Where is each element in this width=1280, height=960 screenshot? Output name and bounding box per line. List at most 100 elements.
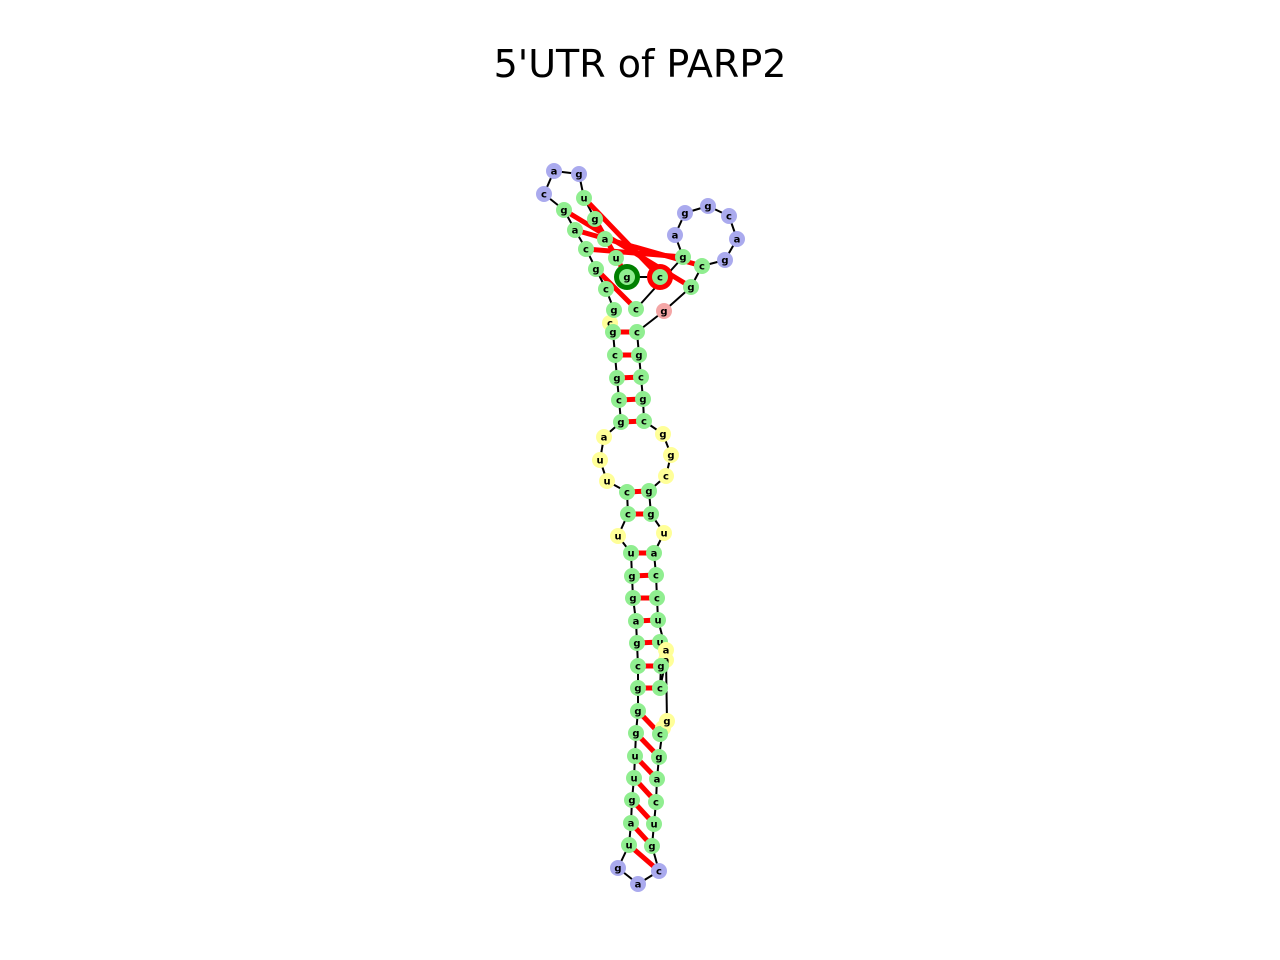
nucleotide-label: a	[602, 235, 609, 246]
nucleotide: a	[658, 642, 674, 658]
nucleotide: c	[630, 658, 646, 674]
nucleotide-label: c	[607, 319, 613, 330]
nucleotide: g	[587, 211, 603, 227]
nucleotide: a	[649, 771, 665, 787]
nucleotide-circle	[636, 413, 652, 429]
nucleotide-circle	[656, 525, 672, 541]
nucleotide-circle	[667, 227, 683, 243]
nucleotide: u	[599, 473, 615, 489]
nucleotide: g	[656, 303, 672, 319]
nucleotide-label: g	[609, 328, 616, 339]
nucleotide-circle	[624, 792, 640, 808]
nucleotide-circle	[694, 258, 710, 274]
nucleotide-circle	[611, 392, 627, 408]
nucleotide-label: g	[659, 430, 666, 441]
nucleotide: c	[629, 324, 645, 340]
nucleotide-label: g	[648, 842, 655, 853]
nucleotide-label: u	[614, 532, 621, 543]
nucleotide: g	[641, 483, 657, 499]
nucleotide: g	[643, 506, 659, 522]
nucleotide-label: c	[726, 212, 732, 223]
nucleotide: g	[635, 391, 651, 407]
nucleotide-label: c	[653, 571, 659, 582]
nucleotide-label: c	[656, 867, 662, 878]
nucleotide-circle	[628, 725, 644, 741]
nucleotide-label: c	[641, 417, 647, 428]
nucleotide-circle	[571, 166, 587, 182]
nucleotide-label: g	[655, 753, 662, 764]
nucleotide: c	[651, 863, 667, 879]
nucleotide-circle	[659, 713, 675, 729]
nucleotide-label: g	[632, 729, 639, 740]
nucleotide: u	[610, 528, 626, 544]
nucleotide-label: g	[635, 351, 642, 362]
nucleotide-circle	[546, 163, 562, 179]
nucleotide-circle	[626, 770, 642, 786]
nucleotide-circle	[623, 545, 639, 561]
nucleotide-label: g	[575, 170, 582, 181]
base-pair-bond	[594, 267, 638, 311]
nucleotide: a	[630, 876, 646, 892]
nucleotide-circle	[625, 590, 641, 606]
nucleotide-circle	[624, 568, 640, 584]
nucleotide-circle	[635, 391, 651, 407]
nucleotide: g	[651, 749, 667, 765]
nucleotide-label: g	[663, 717, 670, 728]
nucleotide: g	[619, 269, 635, 285]
nucleotide-circle	[675, 249, 691, 265]
nucleotide-label: a	[551, 167, 558, 178]
nucleotide: a	[646, 545, 662, 561]
nucleotide: c	[536, 186, 552, 202]
nucleotide-label: c	[634, 328, 640, 339]
nucleotide-circle	[628, 301, 644, 317]
nucleotide: g	[606, 302, 622, 318]
nucleotide-label: g	[633, 639, 640, 650]
nucleotide: a	[567, 222, 583, 238]
nucleotide: g	[609, 370, 625, 386]
nucleotide-label: u	[603, 477, 610, 488]
nucleotide-label: g	[634, 684, 641, 695]
nucleotide-label: g	[634, 707, 641, 718]
nucleotide-circle	[646, 816, 662, 832]
nucleotide-circle	[606, 302, 622, 318]
nucleotide-circle	[597, 231, 613, 247]
nucleotide-circle	[630, 876, 646, 892]
nucleotide-label: a	[601, 433, 608, 444]
nucleotide: a	[597, 231, 613, 247]
nucleotide-circle	[599, 473, 615, 489]
nucleotide-label: a	[628, 819, 635, 830]
nucleotide-label: g	[687, 283, 694, 294]
nucleotide: a	[623, 815, 639, 831]
nucleotide-label: a	[633, 617, 640, 628]
nucleotide: c	[721, 208, 737, 224]
nucleotide: c	[611, 392, 627, 408]
nucleotide-circle	[631, 347, 647, 363]
nucleotide-circle	[652, 680, 668, 696]
nucleotide: g	[629, 635, 645, 651]
nucleotide-label: c	[616, 396, 622, 407]
nucleotide-circle	[658, 642, 674, 658]
nucleotide-label: g	[617, 418, 624, 429]
nucleotide-label: g	[645, 487, 652, 498]
nucleotide-label: g	[657, 662, 664, 673]
nucleotide-circle	[652, 269, 668, 285]
nucleotide-label: u	[654, 616, 661, 627]
nucleotide-circle	[536, 186, 552, 202]
nucleotide-label: g	[629, 594, 636, 605]
nucleotide: c	[598, 281, 614, 297]
nucleotide-label: u	[580, 194, 587, 205]
nucleotide: u	[621, 837, 637, 853]
nucleotide-circle	[650, 612, 666, 628]
nucleotide-label: c	[663, 472, 669, 483]
nucleotide-label: c	[699, 262, 705, 273]
nucleotide-label: u	[612, 254, 619, 265]
nucleotide-circle	[651, 749, 667, 765]
nucleotide-circle	[644, 838, 660, 854]
nucleotide: c	[628, 301, 644, 317]
nucleotide-label: c	[633, 305, 639, 316]
nucleotide-circle	[623, 815, 639, 831]
nucleotide-label: g	[560, 206, 567, 217]
nucleotide-circle	[643, 506, 659, 522]
nucleotide-label: a	[572, 226, 579, 237]
